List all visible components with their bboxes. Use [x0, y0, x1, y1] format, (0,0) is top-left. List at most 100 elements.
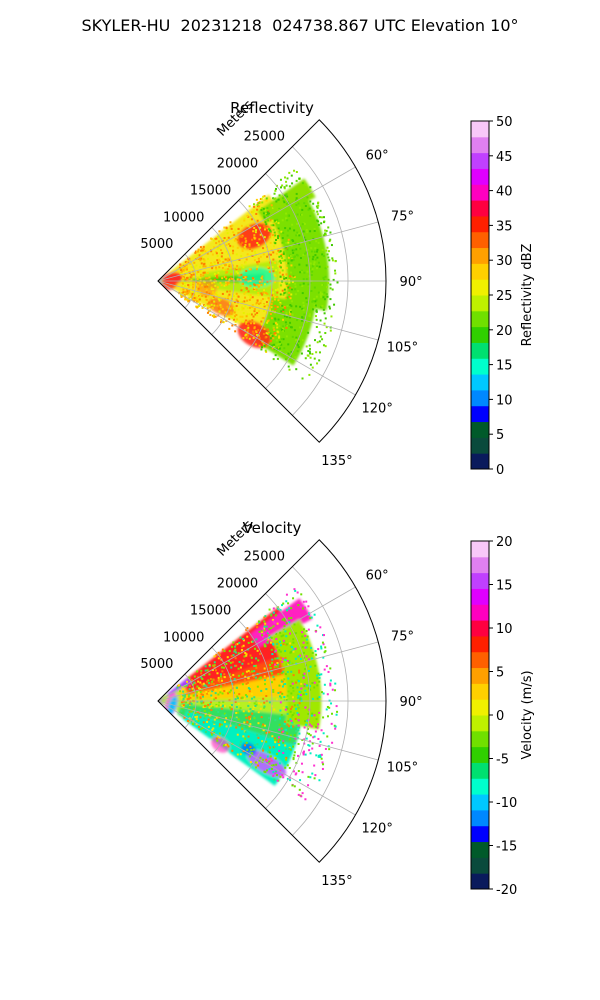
echo-speck — [321, 293, 324, 296]
echo-speck — [249, 322, 252, 325]
echo-speck — [193, 266, 196, 269]
echo-speck — [309, 734, 312, 737]
echo-speck — [322, 296, 325, 299]
echo-speck — [207, 718, 210, 721]
echo-speck — [277, 346, 280, 349]
echo-speck — [283, 201, 286, 204]
echo-speck — [246, 627, 249, 630]
echo-speck — [204, 665, 207, 668]
echo-speck — [280, 343, 283, 346]
echo-speck — [302, 751, 305, 754]
echo-speck — [249, 296, 252, 299]
echo-speck — [199, 302, 202, 305]
echo-speck — [322, 254, 325, 257]
echo-speck — [323, 278, 326, 281]
echo-speck — [329, 231, 332, 234]
echo-cell — [238, 267, 275, 288]
echo-speck — [213, 300, 216, 303]
echo-speck — [187, 284, 190, 287]
echo-speck — [188, 717, 191, 720]
echo-speck — [199, 728, 202, 731]
echo-speck — [294, 293, 297, 296]
echo-speck — [295, 199, 298, 202]
echo-speck — [290, 351, 293, 354]
echo-speck — [237, 718, 240, 721]
echo-speck — [280, 683, 283, 686]
echo-speck — [315, 351, 318, 354]
echo-speck — [261, 207, 264, 210]
echo-speck — [261, 628, 264, 631]
echo-speck — [321, 761, 324, 764]
echo-speck — [218, 680, 221, 683]
echo-speck — [255, 638, 258, 641]
echo-speck — [301, 792, 304, 795]
echo-speck — [298, 671, 301, 674]
echo-speck — [199, 697, 202, 700]
echo-speck — [210, 303, 213, 306]
echo-speck — [316, 624, 319, 627]
echo-speck — [272, 690, 275, 693]
echo-speck — [251, 752, 254, 755]
echo-speck — [258, 344, 261, 347]
echo-speck — [296, 704, 299, 707]
echo-speck — [280, 672, 283, 675]
echo-speck — [280, 679, 283, 682]
echo-speck — [182, 704, 185, 707]
echo-speck — [251, 303, 254, 306]
echo-speck — [212, 297, 215, 300]
echo-speck — [199, 287, 202, 290]
echo-speck — [271, 219, 274, 222]
echo-speck — [180, 266, 183, 269]
echo-speck — [196, 277, 199, 280]
echo-speck — [202, 265, 205, 268]
colorbar-swatch — [471, 556, 489, 574]
echo-speck — [246, 224, 249, 227]
echo-speck — [252, 332, 255, 335]
echo-speck — [255, 288, 258, 291]
echo-speck — [254, 313, 257, 316]
echo-speck — [248, 247, 251, 250]
colorbar-swatch — [471, 405, 489, 423]
echo-speck — [251, 763, 254, 766]
echo-speck — [273, 231, 276, 234]
echo-speck — [186, 290, 189, 293]
echo-speck — [247, 326, 250, 329]
echo-speck — [188, 677, 191, 680]
echo-speck — [296, 213, 299, 216]
echo-speck — [200, 672, 203, 675]
echo-speck — [278, 640, 281, 643]
echo-speck — [229, 315, 232, 318]
echo-speck — [289, 734, 292, 737]
echo-speck — [205, 291, 208, 294]
echo-speck — [276, 622, 279, 625]
colorbar-swatch — [471, 453, 489, 470]
colorbar-swatch — [471, 651, 489, 669]
echo-speck — [292, 650, 295, 653]
echo-speck — [322, 344, 325, 347]
echo-speck — [206, 285, 209, 288]
echo-speck — [292, 758, 295, 761]
echo-speck — [193, 294, 196, 297]
echo-speck — [234, 330, 237, 333]
echo-speck — [248, 671, 251, 674]
echo-speck — [266, 255, 269, 258]
echo-speck — [290, 607, 293, 610]
echo-speck — [316, 210, 319, 213]
echo-speck — [279, 186, 282, 189]
echo-speck — [237, 711, 240, 714]
echo-speck — [266, 755, 269, 758]
echo-speck — [277, 318, 280, 321]
echo-speck — [232, 252, 235, 255]
echo-speck — [253, 327, 256, 330]
echo-speck — [260, 292, 263, 295]
echo-speck — [293, 249, 296, 252]
echo-speck — [216, 286, 219, 289]
echo-speck — [221, 692, 224, 695]
echo-speck — [292, 674, 295, 677]
echo-speck — [241, 282, 244, 285]
echo-speck — [241, 673, 244, 676]
echo-speck — [311, 352, 314, 355]
echo-speck — [219, 245, 222, 248]
echo-speck — [255, 268, 258, 271]
echo-speck — [323, 232, 326, 235]
